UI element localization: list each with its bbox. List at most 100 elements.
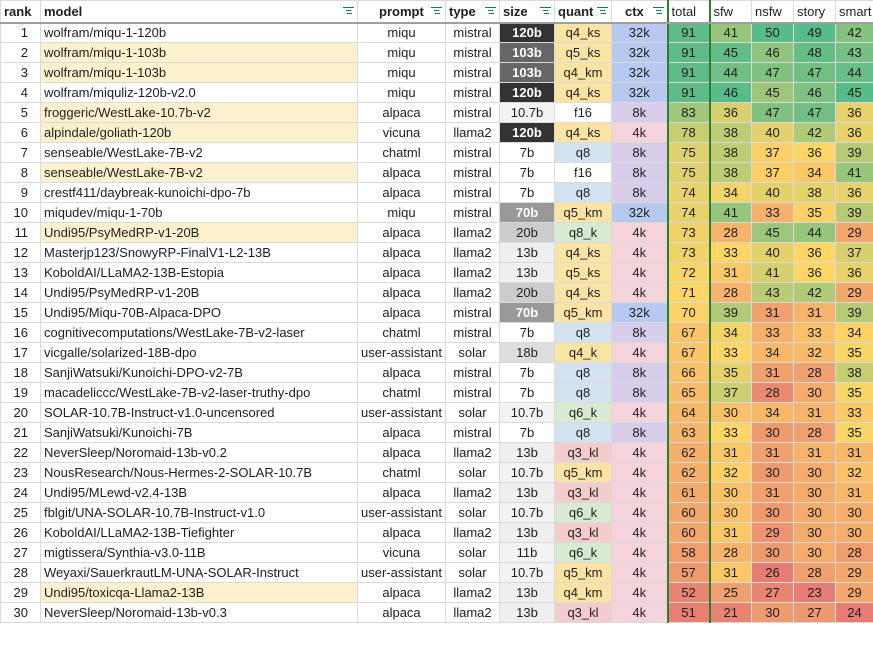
rank-cell[interactable]: 19 — [0, 382, 41, 403]
sfw-cell[interactable]: 45 — [709, 42, 752, 63]
header-type[interactable]: type — [445, 0, 500, 24]
size-cell[interactable]: 20b — [499, 282, 555, 303]
smart-cell[interactable]: 29 — [835, 282, 873, 303]
model-cell[interactable]: wolfram/miqu-1-103b — [40, 62, 358, 83]
size-cell[interactable]: 18b — [499, 342, 555, 363]
filter-icon[interactable] — [597, 6, 608, 16]
sfw-cell[interactable]: 38 — [709, 162, 752, 183]
size-cell[interactable]: 13b — [499, 242, 555, 263]
nsfw-cell[interactable]: 47 — [751, 102, 794, 123]
type-cell[interactable]: solar — [445, 402, 500, 423]
total-cell[interactable]: 73 — [666, 222, 711, 243]
total-cell[interactable]: 73 — [666, 242, 711, 263]
quant-cell[interactable]: q8 — [554, 382, 612, 403]
sfw-cell[interactable]: 44 — [709, 62, 752, 83]
model-cell[interactable]: senseable/WestLake-7B-v2 — [40, 142, 358, 163]
ctx-cell[interactable]: 4k — [611, 402, 668, 423]
model-cell[interactable]: SOLAR-10.7B-Instruct-v1.0-uncensored — [40, 402, 358, 423]
ctx-cell[interactable]: 4k — [611, 482, 668, 503]
model-cell[interactable]: migtissera/Synthia-v3.0-11B — [40, 542, 358, 563]
type-cell[interactable]: solar — [445, 542, 500, 563]
nsfw-cell[interactable]: 27 — [751, 582, 794, 603]
smart-cell[interactable]: 28 — [835, 542, 873, 563]
story-cell[interactable]: 36 — [793, 242, 836, 263]
smart-cell[interactable]: 39 — [835, 202, 873, 223]
smart-cell[interactable]: 29 — [835, 582, 873, 603]
sfw-cell[interactable]: 30 — [709, 402, 752, 423]
smart-cell[interactable]: 30 — [835, 502, 873, 523]
sfw-cell[interactable]: 31 — [709, 442, 752, 463]
type-cell[interactable]: mistral — [445, 422, 500, 443]
type-cell[interactable]: mistral — [445, 102, 500, 123]
model-cell[interactable]: NeverSleep/Noromaid-13b-v0.2 — [40, 442, 358, 463]
model-cell[interactable]: Undi95/toxicqa-Llama2-13B — [40, 582, 358, 603]
prompt-cell[interactable]: chatml — [357, 462, 446, 483]
ctx-cell[interactable]: 8k — [611, 162, 668, 183]
total-cell[interactable]: 91 — [666, 42, 711, 63]
nsfw-cell[interactable]: 34 — [751, 342, 794, 363]
size-cell[interactable]: 7b — [499, 322, 555, 343]
ctx-cell[interactable]: 4k — [611, 562, 668, 583]
sfw-cell[interactable]: 34 — [709, 322, 752, 343]
nsfw-cell[interactable]: 40 — [751, 242, 794, 263]
quant-cell[interactable]: q5_ks — [554, 42, 612, 63]
ctx-cell[interactable]: 4k — [611, 522, 668, 543]
model-cell[interactable]: Masterjp123/SnowyRP-FinalV1-L2-13B — [40, 242, 358, 263]
ctx-cell[interactable]: 4k — [611, 542, 668, 563]
rank-cell[interactable]: 26 — [0, 522, 41, 543]
header-nsfw[interactable]: nsfw — [751, 0, 794, 24]
rank-cell[interactable]: 18 — [0, 362, 41, 383]
sfw-cell[interactable]: 41 — [709, 202, 752, 223]
total-cell[interactable]: 61 — [666, 482, 711, 503]
nsfw-cell[interactable]: 30 — [751, 602, 794, 623]
story-cell[interactable]: 49 — [793, 22, 836, 43]
smart-cell[interactable]: 36 — [835, 182, 873, 203]
story-cell[interactable]: 35 — [793, 202, 836, 223]
sfw-cell[interactable]: 31 — [709, 522, 752, 543]
nsfw-cell[interactable]: 43 — [751, 282, 794, 303]
nsfw-cell[interactable]: 29 — [751, 522, 794, 543]
prompt-cell[interactable]: chatml — [357, 142, 446, 163]
ctx-cell[interactable]: 4k — [611, 342, 668, 363]
model-cell[interactable]: Weyaxi/SauerkrautLM-UNA-SOLAR-Instruct — [40, 562, 358, 583]
smart-cell[interactable]: 31 — [835, 482, 873, 503]
model-cell[interactable]: cognitivecomputations/WestLake-7B-v2-las… — [40, 322, 358, 343]
nsfw-cell[interactable]: 34 — [751, 402, 794, 423]
model-cell[interactable]: fblgit/UNA-SOLAR-10.7B-Instruct-v1.0 — [40, 502, 358, 523]
smart-cell[interactable]: 39 — [835, 302, 873, 323]
model-cell[interactable]: vicgalle/solarized-18B-dpo — [40, 342, 358, 363]
total-cell[interactable]: 75 — [666, 142, 711, 163]
total-cell[interactable]: 91 — [666, 62, 711, 83]
type-cell[interactable]: llama2 — [445, 482, 500, 503]
quant-cell[interactable]: q5_km — [554, 462, 612, 483]
ctx-cell[interactable]: 4k — [611, 262, 668, 283]
sfw-cell[interactable]: 39 — [709, 302, 752, 323]
rank-cell[interactable]: 28 — [0, 562, 41, 583]
rank-cell[interactable]: 27 — [0, 542, 41, 563]
total-cell[interactable]: 91 — [666, 22, 711, 43]
story-cell[interactable]: 30 — [793, 382, 836, 403]
ctx-cell[interactable]: 8k — [611, 422, 668, 443]
prompt-cell[interactable]: alpaca — [357, 182, 446, 203]
rank-cell[interactable]: 24 — [0, 482, 41, 503]
sfw-cell[interactable]: 46 — [709, 82, 752, 103]
header-sfw[interactable]: sfw — [709, 0, 752, 24]
sfw-cell[interactable]: 37 — [709, 382, 752, 403]
type-cell[interactable]: llama2 — [445, 122, 500, 143]
size-cell[interactable]: 13b — [499, 582, 555, 603]
story-cell[interactable]: 23 — [793, 582, 836, 603]
smart-cell[interactable]: 39 — [835, 142, 873, 163]
prompt-cell[interactable]: miqu — [357, 62, 446, 83]
total-cell[interactable]: 60 — [666, 502, 711, 523]
sfw-cell[interactable]: 28 — [709, 282, 752, 303]
story-cell[interactable]: 27 — [793, 602, 836, 623]
quant-cell[interactable]: q8 — [554, 422, 612, 443]
sfw-cell[interactable]: 33 — [709, 342, 752, 363]
story-cell[interactable]: 42 — [793, 122, 836, 143]
nsfw-cell[interactable]: 30 — [751, 422, 794, 443]
rank-cell[interactable]: 16 — [0, 322, 41, 343]
smart-cell[interactable]: 36 — [835, 102, 873, 123]
prompt-cell[interactable]: alpaca — [357, 522, 446, 543]
nsfw-cell[interactable]: 33 — [751, 322, 794, 343]
quant-cell[interactable]: q4_ks — [554, 122, 612, 143]
